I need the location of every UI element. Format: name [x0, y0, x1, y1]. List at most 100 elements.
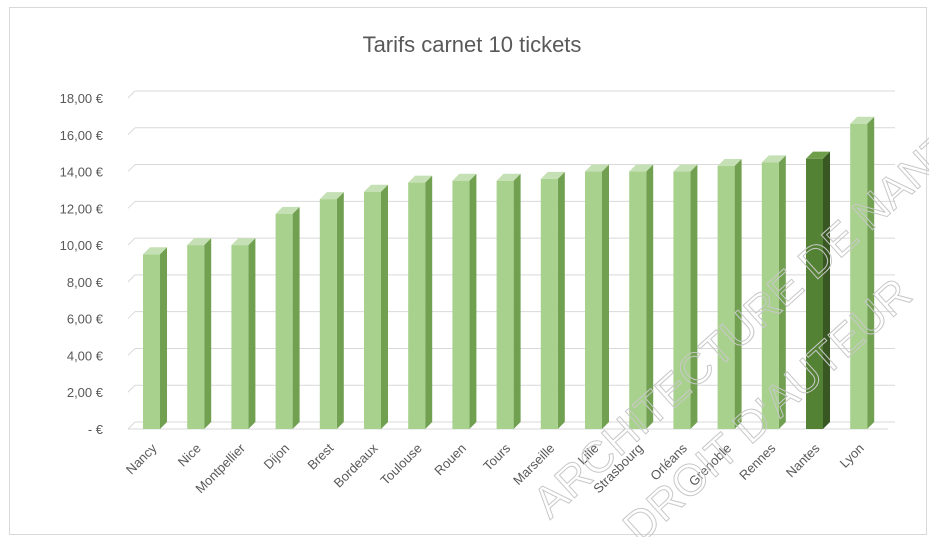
- y-tick-label: - €: [88, 422, 104, 437]
- bar-side: [646, 164, 654, 430]
- bar-side: [602, 164, 609, 430]
- y-tick-label: 6,00 €: [67, 312, 104, 327]
- bar-front: [540, 178, 558, 429]
- x-tick-label: Rouen: [431, 441, 469, 479]
- bar-side: [557, 171, 565, 429]
- bar-top: [364, 184, 388, 192]
- x-tick-label: Lyon: [837, 441, 867, 471]
- bar-front: [629, 171, 647, 430]
- y-tick-label: 14,00 €: [60, 165, 104, 180]
- gridline-edge: [127, 127, 136, 136]
- bar-top: [806, 151, 830, 159]
- bar-front: [452, 180, 470, 429]
- bar-side: [425, 175, 433, 429]
- bar-top: [717, 159, 742, 167]
- gridline-edge: [127, 384, 136, 393]
- bar-top: [408, 175, 433, 183]
- bar-top: [850, 116, 875, 124]
- bar-montpellier: [231, 238, 256, 429]
- bar-front: [673, 171, 691, 430]
- bar-side: [248, 238, 256, 429]
- bar-nantes: [806, 151, 830, 429]
- bar-top: [452, 173, 477, 181]
- bar-bordeaux: [364, 184, 388, 429]
- bar-side: [292, 206, 300, 429]
- bar-top: [187, 238, 212, 246]
- bar-side: [513, 173, 521, 429]
- bar-strasbourg: [629, 164, 654, 430]
- bar-marseille: [540, 171, 565, 429]
- bar-top: [319, 192, 344, 200]
- bar-front: [319, 199, 337, 429]
- bar-side: [867, 116, 875, 429]
- x-tick-label: Bordeaux: [331, 440, 381, 490]
- y-tick-label: 12,00 €: [60, 201, 104, 216]
- bar-lyon: [850, 116, 875, 429]
- chart-title: Tarifs carnet 10 tickets: [363, 32, 582, 57]
- bar-top: [275, 206, 300, 214]
- y-axis-ticks: - € 2,00 € 4,00 € 6,00 € 8,00 € 10,00 € 12,00 …: [60, 91, 104, 437]
- bar-front: [806, 158, 823, 429]
- bar-toulouse: [408, 175, 433, 429]
- y-tick-label: 8,00 €: [67, 275, 104, 290]
- x-tick-label: Dijon: [261, 441, 293, 473]
- gridline-edge: [127, 274, 136, 283]
- bar-top: [496, 173, 521, 181]
- bar-front: [231, 245, 249, 429]
- bar-front: [850, 123, 868, 429]
- bar-side: [690, 164, 698, 430]
- y-tick-label: 10,00 €: [60, 238, 104, 253]
- bar-front: [143, 254, 160, 429]
- bar-front: [408, 182, 426, 429]
- bar-front: [496, 180, 514, 429]
- bar-side: [469, 173, 477, 429]
- bar-lille: [585, 164, 609, 430]
- bar-front: [761, 162, 779, 429]
- bar-top: [673, 164, 698, 172]
- bar-orléans: [673, 164, 698, 430]
- bar-side: [778, 155, 786, 429]
- x-tick-label: Nancy: [123, 440, 160, 477]
- y-tick-label: 16,00 €: [60, 128, 104, 143]
- bar-front: [275, 213, 293, 429]
- gridline-edge: [127, 200, 136, 209]
- gridline-edge: [127, 421, 136, 430]
- bar-side: [160, 247, 167, 429]
- gridline-edge: [127, 90, 136, 99]
- bar-top: [231, 238, 256, 246]
- bar-top: [629, 164, 654, 172]
- bar-side: [336, 192, 344, 429]
- bar-side: [823, 151, 830, 429]
- bars: [143, 116, 875, 430]
- bar-side: [381, 184, 388, 429]
- bar-front: [364, 191, 381, 429]
- bar-front: [717, 166, 735, 430]
- bar-rennes: [761, 155, 786, 429]
- bar-top: [585, 164, 609, 172]
- bar-dijon: [275, 206, 300, 429]
- y-tick-label: 4,00 €: [67, 348, 104, 363]
- bar-top: [143, 247, 167, 255]
- bar-rouen: [452, 173, 477, 429]
- bar-side: [204, 238, 212, 429]
- gridline-edge: [127, 237, 136, 246]
- y-tick-label: 2,00 €: [67, 385, 104, 400]
- x-tick-label: Toulouse: [377, 441, 424, 488]
- bar-tours: [496, 173, 521, 429]
- bar-top: [540, 171, 565, 179]
- bar-front: [187, 245, 205, 429]
- x-tick-label: Nice: [175, 441, 204, 470]
- bar-grenoble: [717, 159, 742, 430]
- bar-side: [734, 159, 742, 430]
- x-tick-label: Tours: [480, 440, 513, 473]
- x-tick-label: Nantes: [783, 440, 823, 480]
- bar-nice: [187, 238, 212, 429]
- bar-front: [585, 171, 602, 430]
- x-tick-label: Brest: [304, 440, 336, 472]
- gridline-edge: [127, 348, 136, 356]
- gridline-edge: [127, 164, 136, 172]
- y-tick-label: 18,00 €: [60, 91, 104, 106]
- bar-top: [761, 155, 786, 163]
- bar-nancy: [143, 247, 167, 429]
